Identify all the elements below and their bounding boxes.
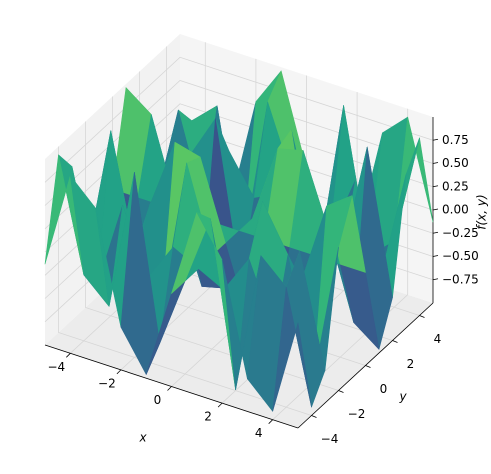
- y-axis-line: [297, 302, 434, 429]
- y-tick-label: 0: [380, 382, 388, 396]
- x-tick-label: 2: [204, 410, 212, 424]
- x-tick-label: 4: [255, 426, 263, 440]
- x-tick-mark: [66, 353, 71, 358]
- z-axis-label: f(x, y): [475, 194, 489, 229]
- z-tick-mark: [432, 185, 439, 188]
- z-tick-label: 0.75: [442, 133, 469, 147]
- grid-line: [44, 56, 434, 183]
- z-tick-mark: [432, 231, 439, 234]
- z-tick-label: 0.00: [442, 203, 469, 217]
- x-tick-label: 0: [154, 393, 162, 407]
- y-tick-label: −2: [348, 407, 366, 421]
- z-tick-mark: [432, 138, 439, 141]
- y-tick-mark: [311, 415, 317, 418]
- x-tick-label: −2: [98, 376, 116, 390]
- x-tick-mark: [217, 402, 223, 408]
- y-tick-label: 4: [434, 332, 442, 346]
- z-tick-mark: [432, 255, 439, 257]
- y-tick-mark: [392, 340, 398, 343]
- x-tick-label: −4: [47, 360, 65, 374]
- z-tick-mark: [432, 162, 439, 164]
- x-tick-mark: [116, 369, 122, 375]
- y-axis-label: y: [398, 390, 407, 404]
- z-tick-mark: [432, 278, 439, 281]
- z-tick-label: −0.25: [442, 226, 479, 240]
- surface: [44, 70, 434, 412]
- z-tick-label: 0.50: [442, 156, 469, 170]
- y-tick-mark: [365, 365, 371, 368]
- x-axis-line: [44, 344, 299, 429]
- y-tick-label: −4: [321, 432, 339, 446]
- z-tick-label: −0.50: [442, 249, 479, 263]
- z-tick-mark: [432, 208, 439, 211]
- y-tick-label: 2: [407, 357, 415, 371]
- y-tick-mark: [338, 390, 344, 393]
- z-tick-label: 0.25: [442, 179, 469, 193]
- z-tick-label: −0.75: [442, 272, 479, 286]
- x-axis-label: x: [138, 431, 147, 445]
- x-tick-mark: [167, 386, 172, 391]
- y-tick-mark: [419, 315, 425, 318]
- x-tick-mark: [268, 419, 273, 424]
- surface-patch: [272, 286, 312, 412]
